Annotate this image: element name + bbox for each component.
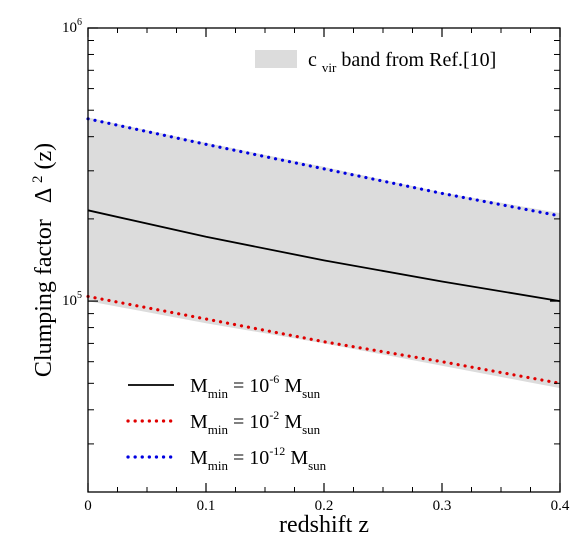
legend-eq: = 10 <box>228 411 269 433</box>
x-axis-label: redshift z <box>279 512 369 538</box>
legend-unit-sub: sun <box>302 422 321 437</box>
band-legend: c vir band from Ref.[10] <box>255 49 496 77</box>
y-axis-label-text: Clumping factor <box>31 219 57 377</box>
x-tick-label: 0.4 <box>551 498 570 514</box>
legend-sub: min <box>208 422 229 437</box>
series-line-0 <box>87 209 561 302</box>
x-tick-label: 0.3 <box>433 498 452 514</box>
y-tick-base: 10 <box>62 20 77 36</box>
band-legend-swatch <box>255 50 297 68</box>
legend-sub: min <box>208 386 229 401</box>
y-axis-label-symbol: Δ <box>31 188 57 203</box>
legend-label-2: Mmin = 10-12 Msun <box>190 444 327 473</box>
legend-exp: -2 <box>269 408 279 422</box>
band-legend-sub: vir <box>322 60 337 75</box>
legend-label-0: Mmin = 10-6 Msun <box>190 372 321 401</box>
legend-unit-sub: sun <box>302 386 321 401</box>
legend-exp: -12 <box>269 444 285 458</box>
y-tick-label: 105 <box>62 290 82 309</box>
legend-exp: -6 <box>269 372 279 386</box>
legend-m: M <box>190 411 208 433</box>
series-layer <box>86 117 562 385</box>
legend-unit: M <box>279 375 302 397</box>
legend-sub: min <box>208 458 229 473</box>
band-legend-c: c <box>308 49 317 71</box>
y-tick-exponent: 6 <box>77 17 82 28</box>
legend-unit-sub: sun <box>308 458 327 473</box>
legend-unit: M <box>285 447 308 469</box>
legend-label-1: Mmin = 10-2 Msun <box>190 408 321 437</box>
band-legend-rest: band from Ref.[10] <box>341 49 496 71</box>
band-layer <box>88 117 560 389</box>
legend-m: M <box>190 447 208 469</box>
y-axis-label-sup: 2 <box>30 176 46 184</box>
band-legend-label: c vir band from Ref.[10] <box>308 49 496 77</box>
y-tick-base: 10 <box>62 293 77 309</box>
y-tick-exponent: 5 <box>77 290 82 301</box>
x-tick-label: 0 <box>84 498 92 514</box>
cvir-band-area <box>88 117 560 389</box>
y-axis-label-arg: (z) <box>31 143 57 170</box>
legend-eq: = 10 <box>228 375 269 397</box>
x-tick-label: 0.1 <box>197 498 216 514</box>
y-axis-label: Clumping factor Δ 2 (z) <box>22 143 57 377</box>
y-tick-label: 106 <box>62 17 82 36</box>
legend-m: M <box>190 375 208 397</box>
x-tick-label: 0.2 <box>315 498 334 514</box>
legend-eq: = 10 <box>228 447 269 469</box>
legend-unit: M <box>279 411 302 433</box>
series-line-2 <box>86 117 562 218</box>
series-line-1 <box>86 294 562 385</box>
